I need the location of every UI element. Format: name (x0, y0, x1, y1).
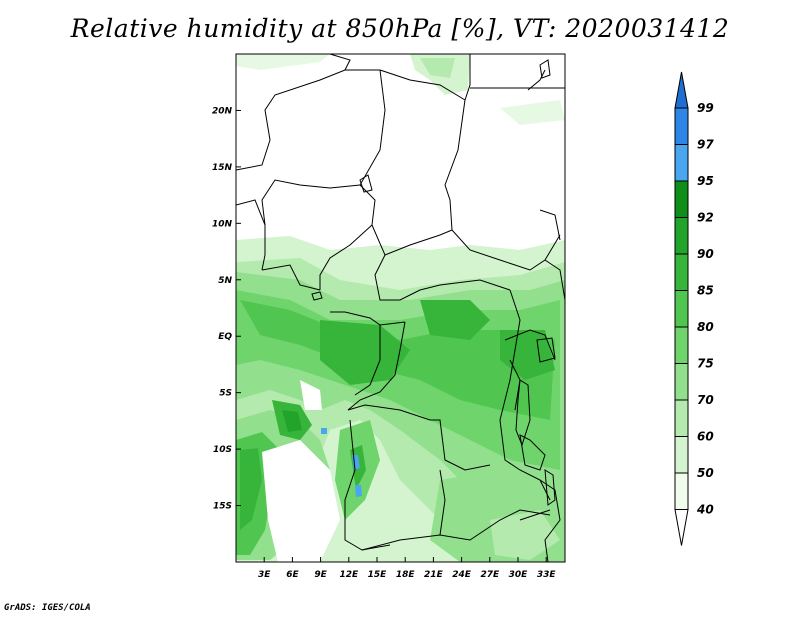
colorbar-segment (674, 180, 689, 218)
lon-tick-label: 6E (286, 570, 299, 580)
lat-tick-label: 15S (213, 502, 232, 512)
lat-tick-label: EQ (218, 332, 232, 342)
colorbar-segment (674, 144, 689, 182)
country-boundaries (236, 54, 565, 562)
lon-tick-label: 27E (480, 570, 500, 580)
lon-tick-label: 15E (368, 570, 388, 580)
colorbar-segment (674, 326, 689, 364)
colorbar-level-label: 99 (697, 101, 714, 115)
colorbar-level-label: 60 (697, 430, 714, 444)
colorbar-level-label: 75 (697, 357, 714, 371)
colorbar-segment (674, 436, 689, 474)
colorbar-level-label: 92 (697, 211, 714, 225)
colorbar: 99 97 95 92 90 85 80 75 70 60 50 40 (674, 71, 714, 546)
colorbar-level-label: 90 (697, 247, 714, 261)
colorbar-bottom-arrow (674, 509, 689, 546)
lon-tick-label: 24E (452, 570, 472, 580)
lon-tick-label: 30E (509, 570, 529, 580)
colorbar-segment (674, 363, 689, 401)
colorbar-segment (674, 253, 689, 291)
lat-tick-label: 5S (219, 389, 232, 399)
lat-tick-label: 20N (212, 106, 233, 116)
colorbar-segment (674, 290, 689, 328)
colorbar-top-arrow (674, 71, 689, 109)
colorbar-segment (674, 217, 689, 255)
lon-tick-label: 18E (396, 570, 416, 580)
lon-tick-label: 12E (339, 570, 359, 580)
colorbar-level-label: 50 (697, 466, 714, 480)
colorbar-level-label: 70 (697, 393, 714, 407)
map-frame (235, 53, 566, 563)
lat-tick-label: 10N (212, 219, 233, 229)
latitude-axis: 20N 15N 10N 5N EQ 5S 10S 15S (212, 106, 241, 512)
colorbar-level-label: 85 (697, 284, 714, 298)
map-title: Relative humidity at 850hPa [%], VT: 202… (70, 14, 730, 43)
colorbar-level-label: 40 (696, 503, 714, 517)
colorbar-segment (674, 399, 689, 437)
colorbar-segment (674, 107, 689, 145)
lon-tick-label: 3E (258, 570, 271, 580)
lat-tick-label: 10S (213, 445, 232, 455)
lon-tick-label: 33E (537, 570, 557, 580)
lat-tick-label: 15N (212, 163, 233, 173)
colorbar-level-label: 95 (697, 174, 714, 188)
lat-tick-label: 5N (218, 276, 232, 286)
grads-credit: GrADS: IGES/COLA (4, 603, 91, 613)
longitude-axis: 3E 6E 9E 12E 15E 18E 21E 24E 27E 30E 33E (258, 557, 556, 580)
colorbar-level-label: 80 (697, 320, 714, 334)
colorbar-level-label: 97 (697, 138, 714, 152)
lon-tick-label: 21E (424, 570, 444, 580)
colorbar-segment (674, 472, 689, 510)
lon-tick-label: 9E (314, 570, 327, 580)
